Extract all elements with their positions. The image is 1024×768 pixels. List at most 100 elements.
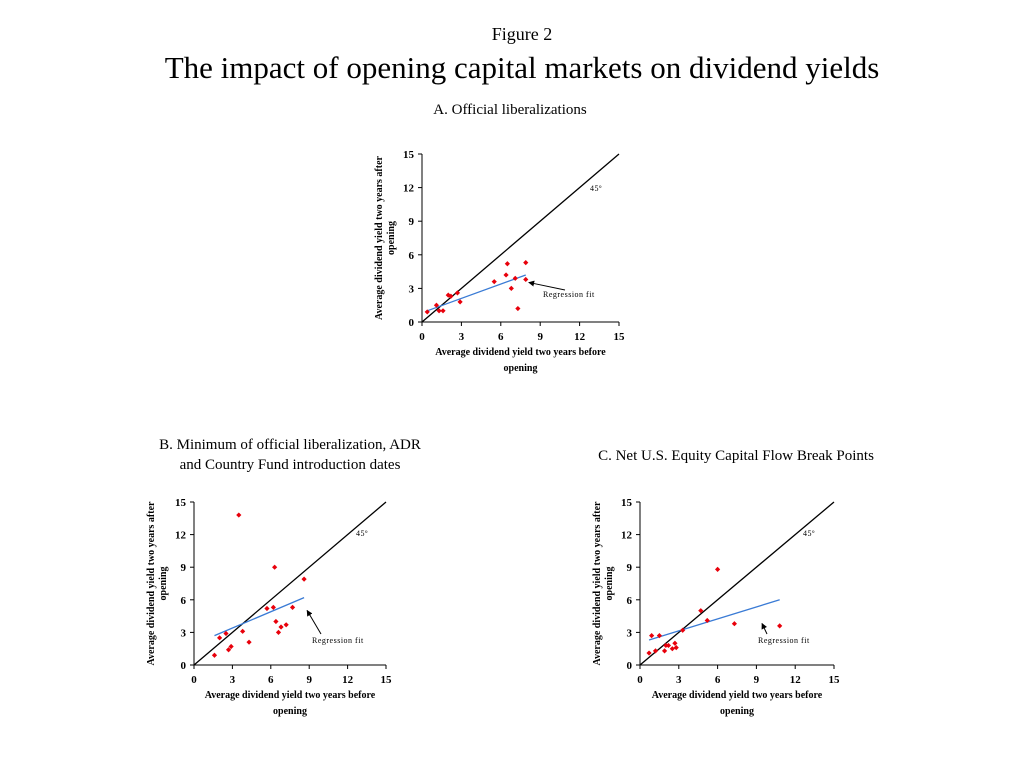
panel-c-title: C. Net U.S. Equity Capital Flow Break Po… — [598, 448, 874, 464]
data-point — [646, 650, 652, 656]
reference-line-45 — [193, 501, 387, 666]
data-point — [275, 629, 282, 635]
regression-line — [648, 599, 780, 641]
data-point — [672, 640, 678, 646]
x-tick-label: 12 — [574, 331, 586, 343]
y-axis-label-line: Average dividend yield two years after — [592, 501, 603, 666]
data-point — [454, 290, 461, 296]
data-point — [731, 621, 738, 627]
data-point — [680, 627, 686, 633]
y-tick-label: 3 — [181, 627, 187, 639]
y-axis-label-line: Average dividend yield two years after — [146, 501, 157, 666]
panel-b-title-line-2: and Country Fund introduction dates — [179, 457, 401, 473]
x-axis-label-line: Average dividend yield two years before — [435, 347, 606, 358]
regression-line — [214, 597, 305, 637]
x-axis-label-line: Average dividend yield two years before — [205, 690, 376, 701]
data-point — [273, 618, 279, 625]
data-point — [448, 293, 454, 299]
y-tick-label: 9 — [409, 216, 415, 228]
reference-line-45 — [421, 153, 620, 323]
data-point — [649, 633, 655, 639]
data-point — [228, 643, 234, 650]
x-tick-label: 3 — [676, 674, 682, 686]
y-axis-label-line: opening — [604, 567, 615, 601]
x-tick-label: 6 — [268, 674, 274, 686]
data-point — [715, 566, 721, 572]
x-tick-label: 15 — [614, 331, 626, 343]
panel-a-title: A. Official liberalizations — [433, 102, 587, 118]
y-tick-label: 0 — [627, 660, 633, 672]
x-tick-label: 15 — [829, 674, 841, 686]
x-tick-label: 12 — [790, 674, 802, 686]
data-point — [272, 564, 278, 570]
data-point — [704, 617, 710, 624]
x-tick-label: 12 — [342, 674, 354, 686]
data-point — [515, 305, 521, 312]
y-tick-label: 0 — [181, 660, 187, 672]
regression-annotation: Regression fit — [543, 290, 595, 299]
data-point — [457, 299, 463, 305]
y-tick-label: 6 — [627, 595, 633, 607]
y-tick-label: 6 — [409, 250, 415, 262]
data-point — [508, 285, 514, 291]
x-tick-label: 3 — [459, 331, 465, 343]
x-tick-label: 0 — [191, 674, 197, 686]
data-point — [225, 647, 232, 653]
data-point — [665, 642, 672, 649]
data-point — [504, 261, 510, 267]
data-point — [652, 648, 659, 654]
x-tick-label: 9 — [306, 674, 312, 686]
chart-panel-c: 00 3 3 6 6 9 9 12 12 15 15 45º Regression fit Average… — [592, 497, 840, 717]
y-tick-label: 12 — [403, 183, 415, 195]
data-point — [777, 623, 783, 629]
data-point — [523, 260, 529, 266]
y-tick-label: 6 — [181, 595, 187, 607]
regression-arrow — [528, 280, 566, 291]
data-point — [264, 605, 270, 612]
y-tick-label: 3 — [409, 283, 415, 295]
reference-line-label: 45º — [803, 529, 815, 538]
y-tick-label: 12 — [175, 530, 187, 542]
chart-panel-b: 00 3 3 6 6 9 9 12 12 15 15 45º Regression fit Average… — [146, 497, 392, 717]
x-tick-label: 0 — [419, 331, 425, 343]
data-point — [283, 622, 289, 628]
data-point — [278, 624, 284, 630]
data-point — [240, 628, 246, 634]
reference-line-45 — [639, 501, 835, 666]
data-point — [301, 576, 307, 582]
chart-panel-a: 00 3 3 6 6 9 9 12 12 15 15 45º Regression fit Average… — [374, 149, 625, 374]
x-tick-label: 0 — [637, 674, 643, 686]
y-tick-label: 12 — [621, 530, 633, 542]
data-point — [436, 308, 442, 314]
y-axis-label-line: opening — [158, 567, 169, 601]
data-point — [503, 272, 509, 278]
data-point — [424, 309, 430, 315]
data-point — [270, 604, 276, 611]
x-tick-label: 6 — [715, 674, 721, 686]
reference-line-label: 45º — [356, 529, 368, 538]
panel-b-title: B. Minimum of official liberalization, A… — [120, 435, 460, 475]
data-point — [217, 635, 223, 641]
data-point — [656, 633, 662, 639]
regression-annotation: Regression fit — [312, 636, 364, 645]
data-point — [236, 512, 242, 518]
x-tick-label: 6 — [498, 331, 504, 343]
y-tick-label: 15 — [403, 149, 415, 161]
y-axis-label-line: Average dividend yield two years after — [374, 155, 385, 320]
y-tick-label: 15 — [175, 497, 187, 509]
figure-title: The impact of opening capital markets on… — [164, 50, 880, 85]
regression-line — [427, 274, 526, 312]
x-tick-label: 9 — [754, 674, 760, 686]
x-axis-label-line: opening — [720, 706, 754, 717]
y-tick-label: 15 — [621, 497, 633, 509]
data-point — [673, 645, 679, 651]
x-axis-label-line: opening — [273, 706, 307, 717]
data-point — [211, 652, 218, 658]
data-point — [433, 302, 440, 308]
data-point — [440, 308, 446, 314]
regression-arrow — [761, 622, 768, 635]
reference-line-label: 45º — [590, 184, 602, 193]
x-axis-label-line: opening — [504, 363, 538, 374]
data-point — [512, 275, 518, 281]
